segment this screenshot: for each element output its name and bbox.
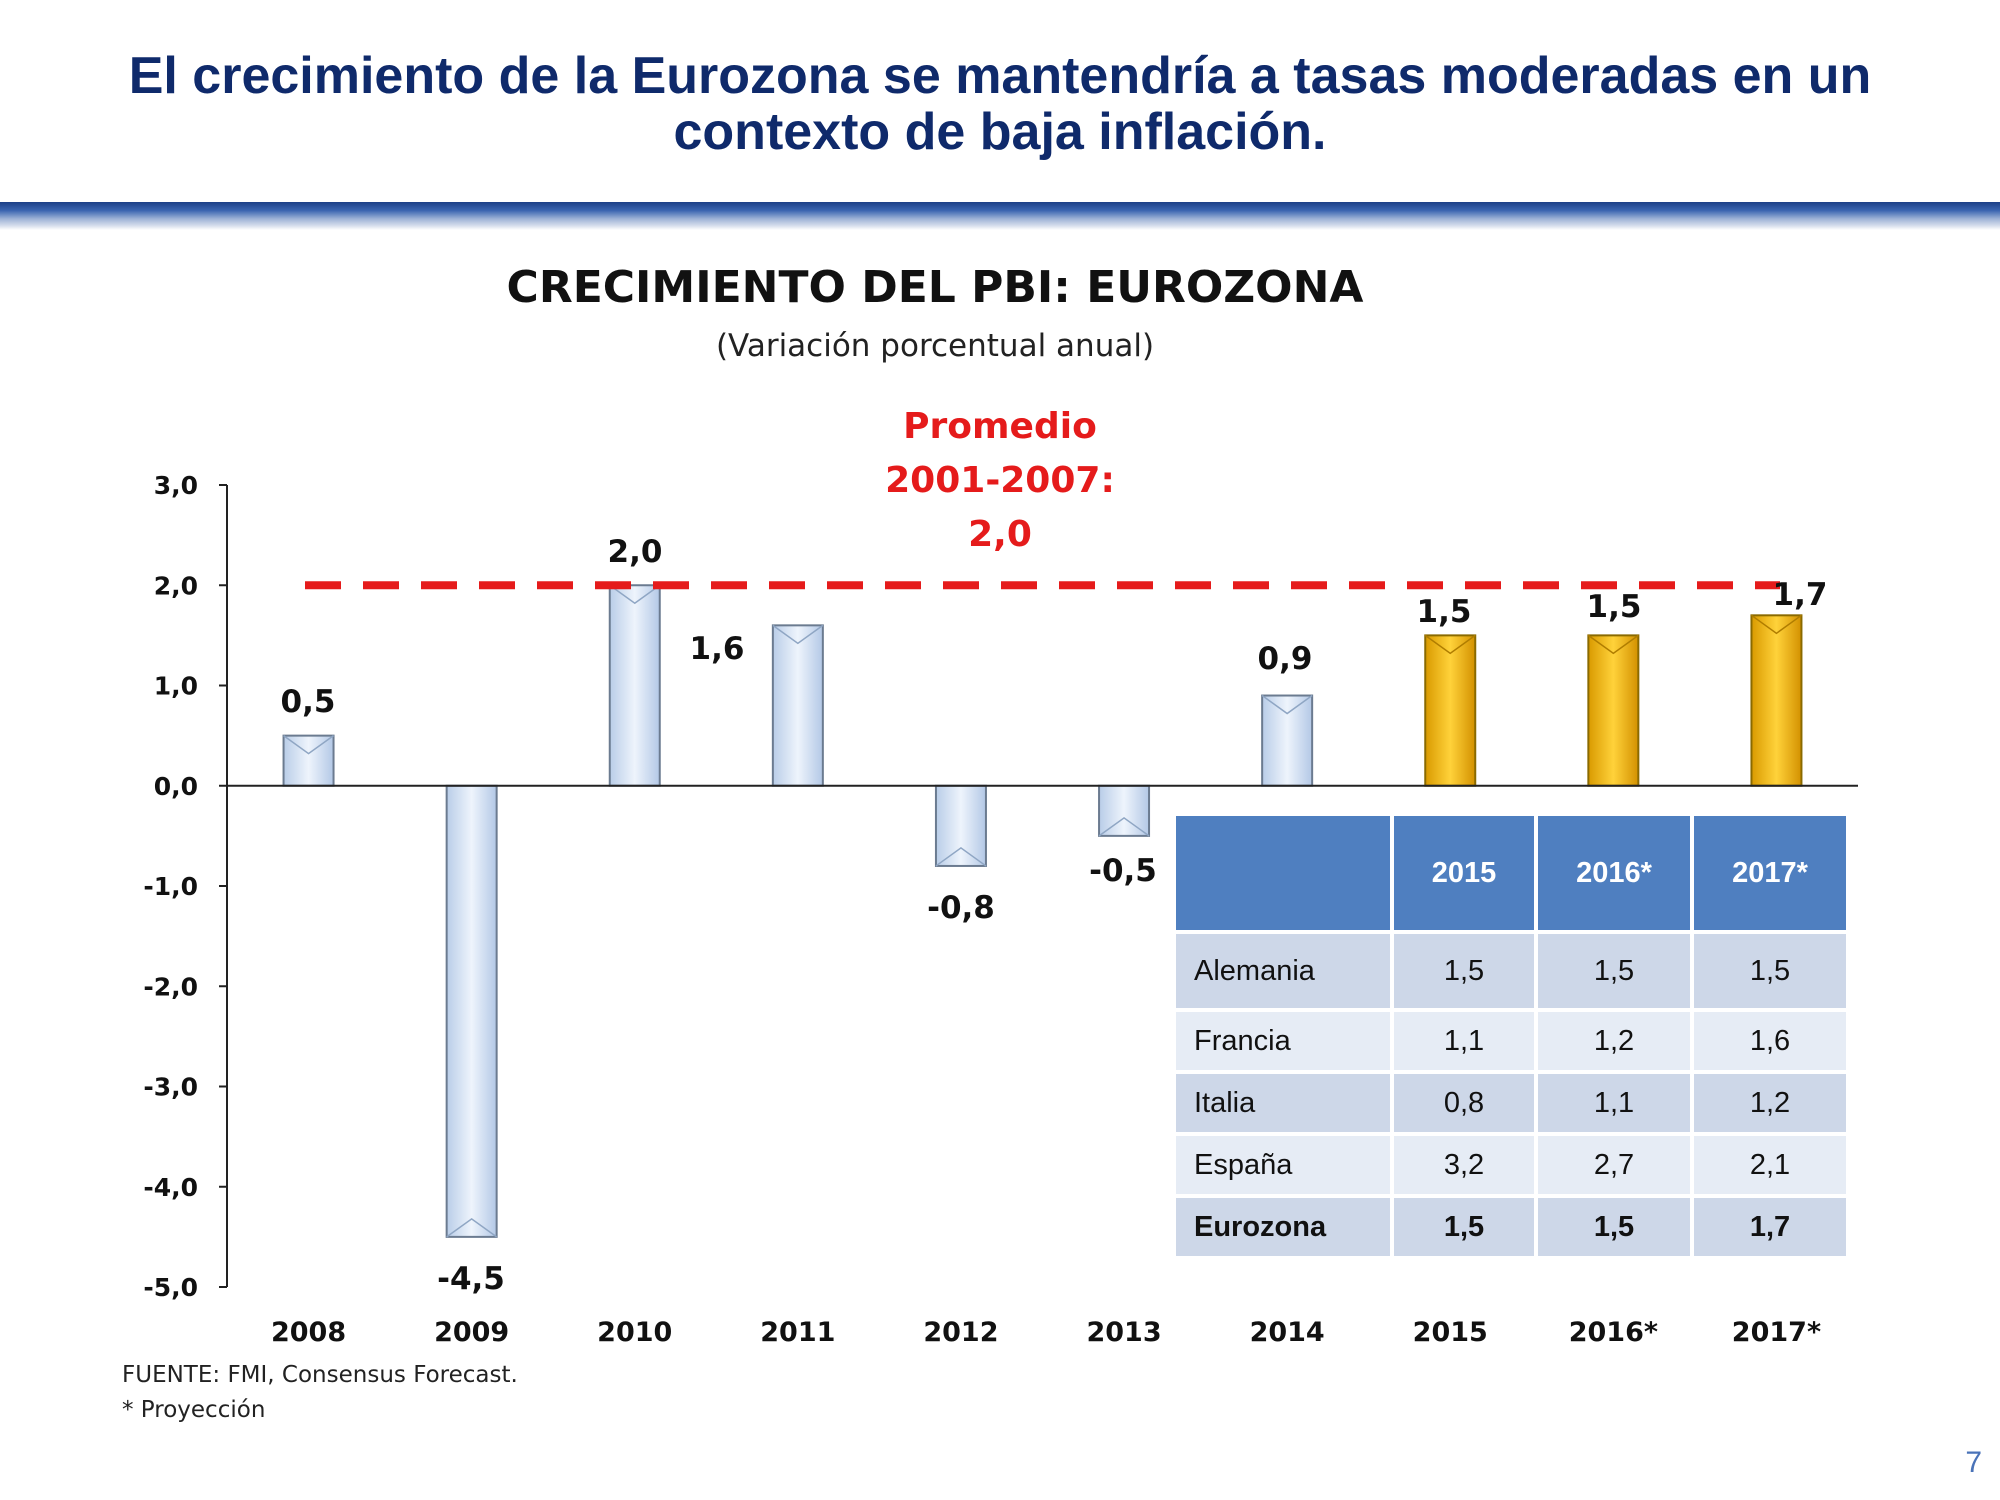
bar-2010 [608,584,661,787]
page-title-line-1: El crecimiento de la Eurozona se mantend… [128,47,1872,105]
bar-bevel [283,735,334,755]
bar-bevel [1098,816,1150,837]
data-label: 2,0 [608,534,663,570]
table-row-total: Eurozona 1,5 1,5 1,7 [1176,1198,1846,1256]
table-row-name: Italia [1176,1074,1390,1132]
data-label: -0,8 [927,890,995,926]
table-header-row: 2015 2016* 2017* [1176,816,1846,930]
y-tick-label: 2,0 [154,571,198,600]
bar-2015 [1424,634,1477,787]
bar-2017* [1750,614,1803,787]
table-header-cell: 2016* [1538,816,1690,930]
header-divider [0,202,2000,230]
bar-2011 [771,624,824,787]
table-row-name: España [1176,1136,1390,1194]
table-cell: 1,5 [1394,1198,1534,1256]
reference-line-label: Promedio 2001-2007: 2,0 [850,400,1150,562]
table-cell: 1,5 [1394,934,1534,1008]
bar-bevel [1751,614,1802,635]
forecast-table: 2015 2016* 2017* Alemania 1,5 1,5 1,5 Fr… [1172,812,1850,1260]
y-tick-label: 1,0 [154,672,198,701]
table-cell: 1,5 [1538,934,1690,1008]
table-cell: 3,2 [1394,1136,1534,1194]
bar-2014 [1261,694,1314,787]
page-title-line-2: contexto de baja inflación. [673,103,1327,161]
bar-2009 [445,784,498,1238]
bar-bevel [1261,694,1313,715]
reference-label-line-1: Promedio [903,406,1097,447]
data-label: 0,9 [1258,641,1313,677]
table-header-cell: 2015 [1394,816,1534,930]
data-label: 1,6 [690,631,745,667]
x-tick-label: 2015 [1413,1317,1488,1348]
data-label: 1,5 [1417,594,1472,630]
table-row-name: Francia [1176,1012,1390,1070]
chart-subtitle: (Variación porcentual anual) [715,328,1155,364]
table-row-name: Eurozona [1176,1198,1390,1256]
table-cell: 1,5 [1538,1198,1690,1256]
y-tick-label: -2,0 [143,972,198,1001]
page-title: El crecimiento de la Eurozona se mantend… [60,48,1940,160]
chart-title: CRECIMIENTO DEL PBI: EUROZONA [506,262,1364,313]
y-tick-label: -1,0 [143,872,198,901]
data-label: 1,7 [1773,577,1828,613]
table-cell: 1,2 [1538,1012,1690,1070]
table-header-cell [1176,816,1390,930]
data-label: -4,5 [437,1261,505,1297]
table-cell: 1,1 [1538,1074,1690,1132]
bar-2016* [1587,634,1640,787]
data-label: 1,5 [1587,589,1642,625]
source-note: FUENTE: FMI, Consensus Forecast. [122,1362,518,1388]
reference-label-line-3: 2,0 [968,514,1032,555]
table-cell: 1,1 [1394,1012,1534,1070]
data-label: 0,5 [281,684,336,720]
bar-bevel [935,847,987,867]
bar-2013 [1098,784,1151,837]
x-tick-label: 2016* [1569,1317,1658,1348]
y-tick-label: 0,0 [154,772,198,801]
x-tick-label: 2017* [1732,1317,1821,1348]
reference-label-line-2: 2001-2007: [885,460,1115,501]
bar-bevel [446,1217,498,1238]
table-row: Francia 1,1 1,2 1,6 [1176,1012,1846,1070]
data-label: -0,5 [1089,853,1157,889]
table-row-name: Alemania [1176,934,1390,1008]
x-tick-label: 2008 [271,1317,346,1348]
y-tick-label: -5,0 [143,1273,198,1302]
bar-2012 [934,784,987,867]
bar-2008 [282,734,335,787]
x-tick-label: 2014 [1250,1317,1325,1348]
x-tick-label: 2010 [597,1317,672,1348]
page-number: 7 [1965,1446,1982,1479]
bar-bevel [1587,634,1639,655]
y-tick-label: -3,0 [143,1073,198,1102]
y-tick-label: 3,0 [154,471,198,500]
y-tick-label: -4,0 [143,1173,198,1202]
x-tick-label: 2013 [1086,1317,1161,1348]
bar-bevel [772,624,824,645]
bar-bevel [1424,634,1476,655]
table-header-cell: 2017* [1694,816,1846,930]
x-tick-label: 2011 [760,1317,835,1348]
table-row: España 3,2 2,7 2,1 [1176,1136,1846,1194]
table-cell: 0,8 [1394,1074,1534,1132]
table-cell: 1,6 [1694,1012,1846,1070]
table-cell: 1,5 [1694,934,1846,1008]
table-row: Alemania 1,5 1,5 1,5 [1176,934,1846,1008]
table-cell: 2,1 [1694,1136,1846,1194]
x-tick-label: 2009 [434,1317,509,1348]
table-cell: 1,7 [1694,1198,1846,1256]
bar-bevel [609,584,661,605]
table-cell: 1,2 [1694,1074,1846,1132]
table-cell: 2,7 [1538,1136,1690,1194]
x-tick-label: 2012 [923,1317,998,1348]
table-row: Italia 0,8 1,1 1,2 [1176,1074,1846,1132]
projection-note: * Proyección [122,1397,266,1423]
